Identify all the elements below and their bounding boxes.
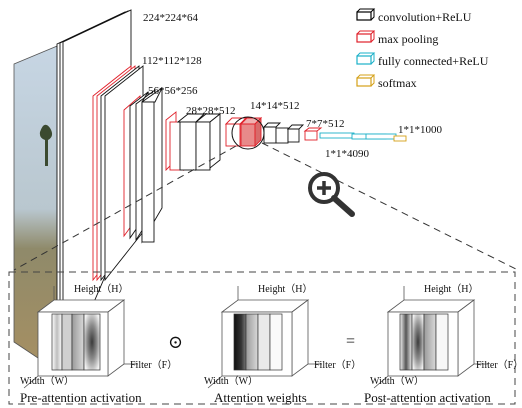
legend-item-fc: fully connected+ReLU (356, 52, 489, 68)
legend-item-softmax: softmax (356, 74, 417, 90)
legend-label-maxpool: max pooling (378, 32, 438, 46)
label-14: 14*14*512 (250, 100, 300, 112)
label-56: 56*56*256 (148, 85, 198, 97)
post-axis-width: Width（W） (370, 375, 424, 387)
pre-attention-cube (23, 286, 138, 389)
label-4090: 1*1*4090 (325, 148, 370, 160)
fc-layers (319, 132, 407, 142)
legend-label-conv: convolution+ReLU (378, 10, 472, 24)
zoom-line-left (13, 145, 237, 271)
zoom-focus-circle (231, 116, 265, 150)
detail-panel (8, 271, 516, 405)
legend-item-conv: convolution+ReLU (356, 8, 472, 24)
post-axis-height: Height（H） (424, 283, 478, 295)
layer-28-block (165, 111, 222, 172)
pre-axis-height: Height（H） (74, 283, 128, 295)
legend-label-softmax: softmax (378, 76, 417, 90)
zoom-line-right (261, 142, 519, 271)
attn-axis-filter: Filter（F） (314, 359, 361, 371)
pre-axis-width: Width（W） (20, 375, 74, 387)
label-112: 112*112*128 (142, 55, 202, 67)
label-28: 28*28*512 (186, 105, 236, 117)
layer-14-block (224, 116, 305, 148)
attn-axis-height: Height（H） (258, 283, 312, 295)
post-axis-filter: Filter（F） (476, 359, 522, 371)
layer-56-block (123, 87, 163, 244)
post-attention-cube (373, 286, 488, 389)
label-224: 224*224*64 (143, 12, 199, 24)
equals-operator: = (346, 333, 355, 350)
input-image-tree (39, 124, 53, 166)
attention-weights-cube (207, 286, 322, 389)
pre-attention-caption: Pre-attention activation (20, 390, 142, 405)
attention-weights-caption: Attention weights (214, 390, 307, 405)
layer-7-block (303, 127, 323, 141)
legend-label-fc: fully connected+ReLU (378, 54, 489, 68)
post-attention-caption: Post-attention activation (364, 390, 491, 405)
attn-axis-width: Width（W） (204, 375, 258, 387)
odot-operator: ⊙ (168, 332, 183, 352)
legend: convolution+ReLU max pooling fully conne… (356, 8, 489, 90)
legend-item-maxpool: max pooling (356, 30, 438, 46)
label-7: 7*7*512 (306, 118, 345, 130)
pre-axis-filter: Filter（F） (130, 359, 177, 371)
magnifier-plus-icon (308, 172, 355, 217)
label-1000: 1*1*1000 (398, 124, 443, 136)
